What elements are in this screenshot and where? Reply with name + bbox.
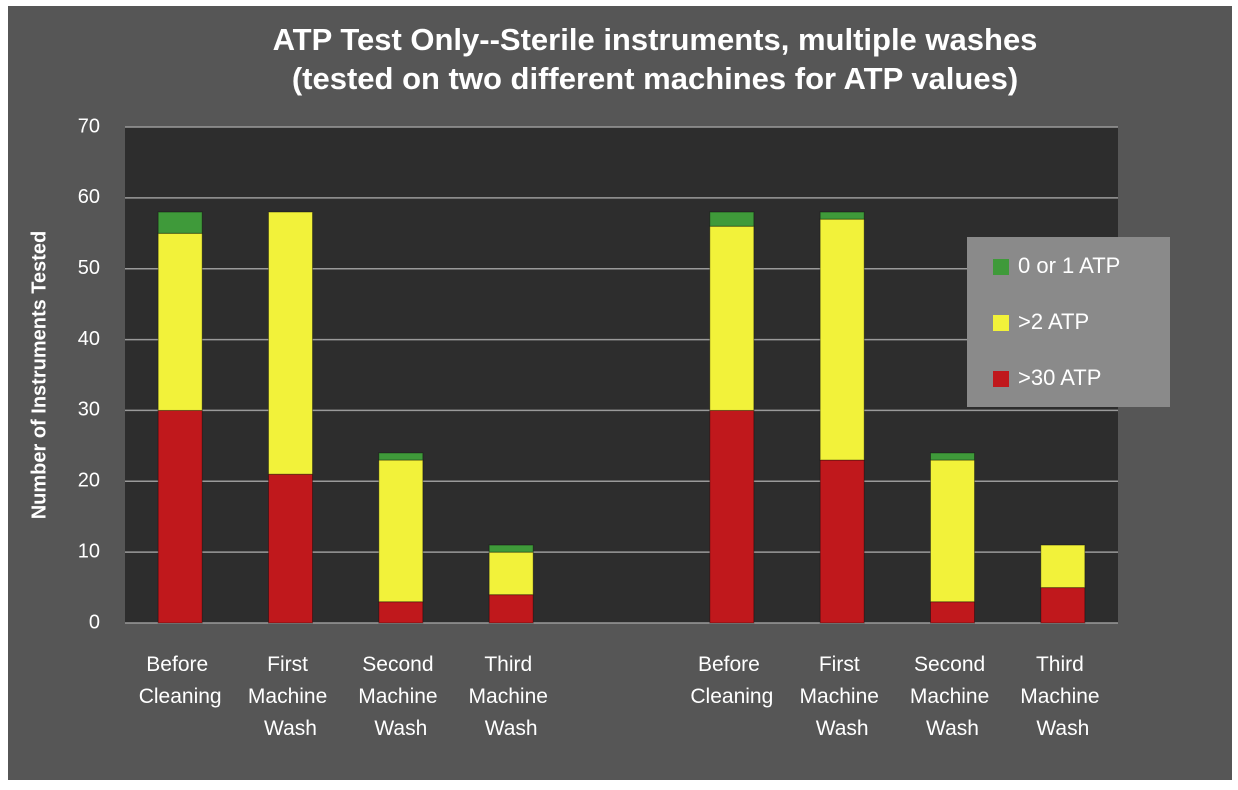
- bar-segment: [157, 232, 203, 411]
- y-axis-label: Number of Instruments Tested: [28, 231, 50, 520]
- bar-segment: [819, 218, 865, 461]
- legend-label: >30 ATP: [1018, 365, 1101, 390]
- x-tick-label: Third Machine Wash: [1020, 653, 1105, 740]
- bar-segment: [1040, 587, 1086, 624]
- bar-segment: [930, 601, 975, 624]
- bar-segment: [488, 594, 534, 624]
- x-tick-label: Before Cleaning: [139, 653, 222, 708]
- y-tick-label: 30: [78, 399, 100, 421]
- x-tick-label: Before Cleaning: [690, 653, 773, 708]
- y-tick-label: 40: [78, 328, 100, 350]
- y-tick-label: 10: [78, 540, 100, 562]
- x-tick-label: Third Machine Wash: [469, 653, 554, 740]
- chart-title: ATP Test Only--Sterile instruments, mult…: [273, 22, 1038, 57]
- bar-segment: [819, 459, 865, 624]
- bar-segment: [488, 551, 534, 596]
- bar-segment: [378, 452, 424, 461]
- bar-segment: [378, 459, 424, 603]
- bar-segment: [268, 473, 313, 624]
- y-tick-label: 60: [78, 186, 100, 208]
- legend-label: >2 ATP: [1018, 309, 1089, 334]
- bar-segment: [157, 211, 203, 234]
- y-tick-label: 50: [78, 257, 100, 279]
- bar-segment: [819, 211, 865, 220]
- x-tick-label: Second Machine Wash: [358, 653, 443, 740]
- bar-segment: [930, 452, 975, 461]
- y-tick-label: 0: [89, 611, 100, 633]
- x-tick-label: First Machine Wash: [248, 653, 333, 740]
- bar-segment: [709, 409, 755, 624]
- bar-segment: [378, 601, 424, 624]
- legend-swatch: [993, 371, 1009, 387]
- bar-segment: [268, 211, 313, 475]
- bar-segment: [488, 544, 534, 553]
- bar-segment: [1040, 544, 1086, 589]
- chart-subtitle: (tested on two different machines for AT…: [292, 61, 1018, 96]
- bar-segment: [157, 409, 203, 624]
- x-tick-label: First Machine Wash: [800, 653, 885, 740]
- x-tick-label: Second Machine Wash: [910, 653, 995, 740]
- bar-segment: [930, 459, 975, 603]
- legend-label: 0 or 1 ATP: [1018, 253, 1120, 278]
- legend-swatch: [993, 259, 1009, 275]
- legend-swatch: [993, 315, 1009, 331]
- bar-segment: [709, 211, 755, 227]
- bar-segment: [709, 225, 755, 411]
- y-tick-label: 70: [78, 115, 100, 137]
- y-tick-label: 20: [78, 470, 100, 492]
